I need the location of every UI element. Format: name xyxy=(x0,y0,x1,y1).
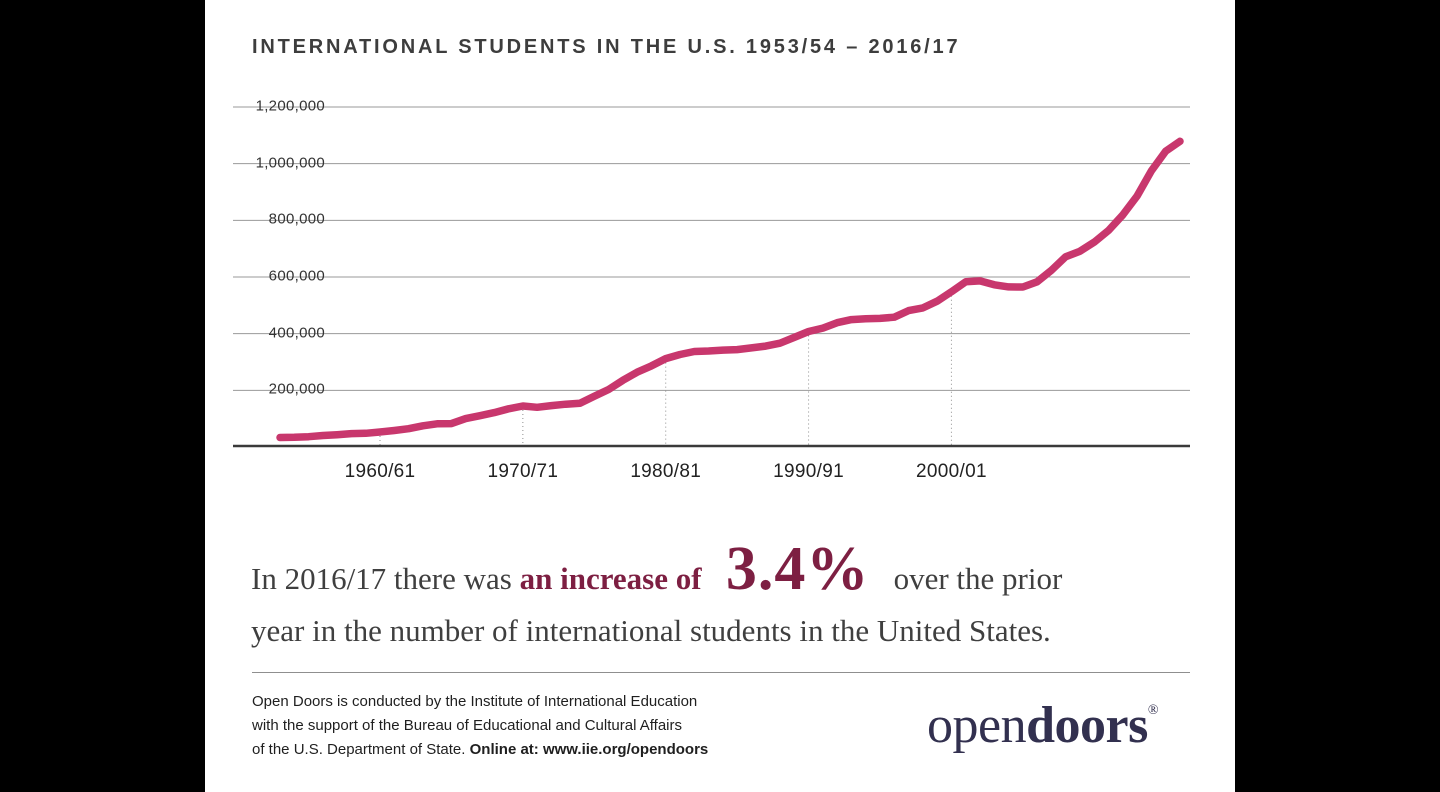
footer-line-2: with the support of the Bureau of Educat… xyxy=(252,717,682,734)
x-axis-label: 1960/61 xyxy=(344,461,416,482)
footer-line-1: Open Doors is conducted by the Institute… xyxy=(252,693,698,710)
callout-prefix: In 2016/17 there was xyxy=(251,561,520,596)
footer-url: Online at: www.iie.org/opendoors xyxy=(469,741,709,758)
registered-trademark-icon: ® xyxy=(1147,703,1159,718)
callout-text: In 2016/17 there was an increase of 3.4%… xyxy=(251,534,1196,649)
opendoors-logo: opendoors® xyxy=(927,696,1158,755)
y-axis-label: 400,000 xyxy=(268,324,325,342)
y-axis-label: 800,000 xyxy=(268,210,325,228)
y-axis-label: 200,000 xyxy=(268,380,325,398)
footer-attribution: Open Doors is conducted by the Institute… xyxy=(252,690,708,762)
chart-title: INTERNATIONAL STUDENTS IN THE U.S. 1953/… xyxy=(252,36,961,58)
line-chart xyxy=(233,106,1190,448)
data-line xyxy=(276,137,1184,442)
x-axis-label: 1970/71 xyxy=(487,461,559,482)
callout-percent: 3.4% xyxy=(709,535,886,603)
callout-line-1: In 2016/17 there was an increase of 3.4%… xyxy=(251,534,1196,605)
x-axis-label: 1980/81 xyxy=(630,461,702,482)
logo-doors-text: doors xyxy=(1026,697,1148,754)
y-axis-label: 1,200,000 xyxy=(255,97,325,115)
callout-line-2: year in the number of international stud… xyxy=(251,613,1051,648)
footer-line-3: of the U.S. Department of State. Online … xyxy=(252,738,708,762)
x-axis-label: 1990/91 xyxy=(773,461,844,482)
logo-open-text: open xyxy=(927,697,1027,754)
y-axis-label: 600,000 xyxy=(268,267,325,285)
infographic-panel: INTERNATIONAL STUDENTS IN THE U.S. 1953/… xyxy=(205,0,1235,792)
y-axis-label: 1,000,000 xyxy=(255,154,325,172)
footer-line-3-text: of the U.S. Department of State. xyxy=(252,741,470,758)
chart-canvas xyxy=(233,106,1190,448)
callout-suffix: over the prior xyxy=(885,561,1063,596)
x-axis-label: 2000/01 xyxy=(916,461,987,482)
divider xyxy=(252,672,1190,673)
callout-emphasis: an increase of xyxy=(519,561,710,596)
